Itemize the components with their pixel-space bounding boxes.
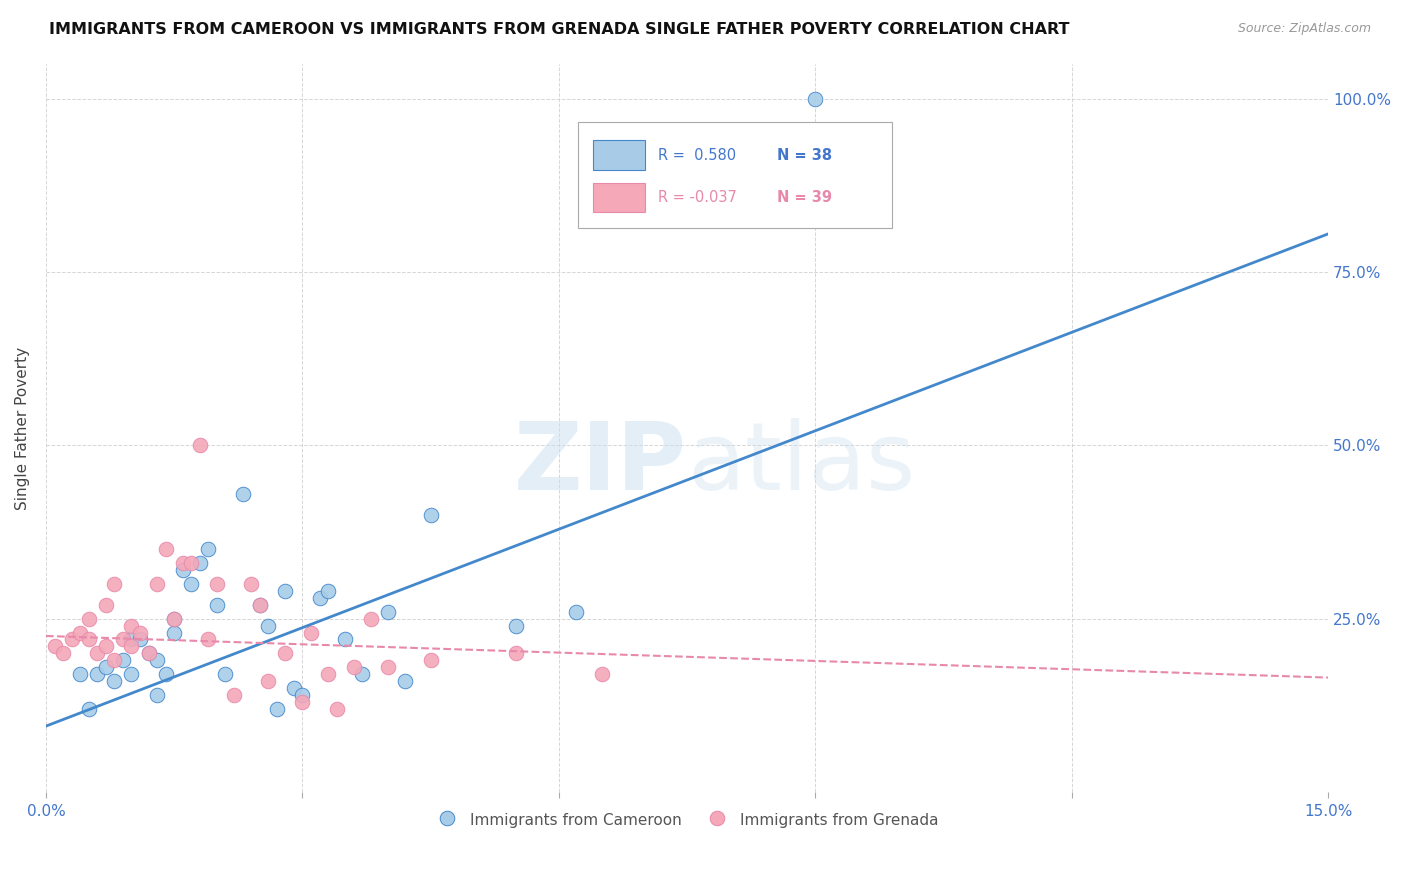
Bar: [593, 140, 645, 169]
Point: [565, 605, 588, 619]
Point: [138, 646, 160, 660]
Point: [804, 92, 827, 106]
Point: [163, 612, 186, 626]
Point: [283, 681, 305, 695]
Point: [77, 702, 100, 716]
Point: [44, 640, 66, 654]
Point: [52, 646, 75, 660]
Point: [377, 605, 399, 619]
Point: [205, 577, 228, 591]
Point: [333, 632, 356, 647]
Point: [266, 702, 288, 716]
Point: [129, 632, 152, 647]
Point: [180, 577, 202, 591]
Point: [394, 673, 416, 688]
Point: [505, 646, 527, 660]
Point: [94, 640, 117, 654]
Point: [505, 618, 527, 632]
Point: [69, 625, 91, 640]
Point: [325, 702, 347, 716]
Point: [86, 646, 108, 660]
Point: [360, 612, 382, 626]
Point: [146, 653, 169, 667]
Point: [419, 653, 441, 667]
Point: [60, 632, 83, 647]
Legend: Immigrants from Cameroon, Immigrants from Grenada: Immigrants from Cameroon, Immigrants fro…: [429, 805, 945, 835]
Point: [352, 667, 374, 681]
Point: [155, 542, 177, 557]
Point: [120, 667, 142, 681]
Point: [291, 688, 314, 702]
Point: [111, 653, 134, 667]
Point: [77, 612, 100, 626]
Point: [257, 673, 280, 688]
Point: [163, 612, 186, 626]
Point: [197, 632, 219, 647]
Point: [240, 577, 263, 591]
Point: [146, 577, 169, 591]
Point: [188, 438, 211, 452]
Point: [103, 673, 125, 688]
Point: [291, 695, 314, 709]
Point: [180, 556, 202, 570]
Point: [86, 667, 108, 681]
Point: [232, 487, 254, 501]
Point: [316, 583, 339, 598]
Point: [103, 653, 125, 667]
Point: [120, 618, 142, 632]
FancyBboxPatch shape: [578, 122, 893, 227]
Point: [222, 688, 245, 702]
Point: [94, 598, 117, 612]
Point: [205, 598, 228, 612]
Text: ZIP: ZIP: [515, 418, 688, 510]
Point: [172, 556, 194, 570]
Point: [120, 640, 142, 654]
Text: IMMIGRANTS FROM CAMEROON VS IMMIGRANTS FROM GRENADA SINGLE FATHER POVERTY CORREL: IMMIGRANTS FROM CAMEROON VS IMMIGRANTS F…: [49, 22, 1070, 37]
Text: N = 39: N = 39: [776, 190, 832, 205]
Point: [138, 646, 160, 660]
Text: Source: ZipAtlas.com: Source: ZipAtlas.com: [1237, 22, 1371, 36]
Point: [155, 667, 177, 681]
Text: atlas: atlas: [688, 418, 915, 510]
Point: [249, 598, 271, 612]
Point: [111, 632, 134, 647]
Point: [419, 508, 441, 522]
Point: [308, 591, 330, 605]
Point: [274, 583, 297, 598]
Point: [188, 556, 211, 570]
Point: [591, 667, 613, 681]
Bar: [593, 183, 645, 211]
Point: [129, 625, 152, 640]
Point: [249, 598, 271, 612]
Point: [103, 577, 125, 591]
Text: N = 38: N = 38: [776, 147, 832, 162]
Point: [377, 660, 399, 674]
Point: [69, 667, 91, 681]
Point: [120, 632, 142, 647]
Point: [172, 563, 194, 577]
Point: [94, 660, 117, 674]
Text: R =  0.580: R = 0.580: [658, 147, 735, 162]
Point: [163, 625, 186, 640]
Point: [257, 618, 280, 632]
Text: R = -0.037: R = -0.037: [658, 190, 737, 205]
Y-axis label: Single Father Poverty: Single Father Poverty: [15, 346, 30, 509]
Point: [214, 667, 236, 681]
Point: [274, 646, 297, 660]
Point: [77, 632, 100, 647]
Point: [299, 625, 322, 640]
Point: [197, 542, 219, 557]
Point: [343, 660, 366, 674]
Point: [146, 688, 169, 702]
Point: [316, 667, 339, 681]
